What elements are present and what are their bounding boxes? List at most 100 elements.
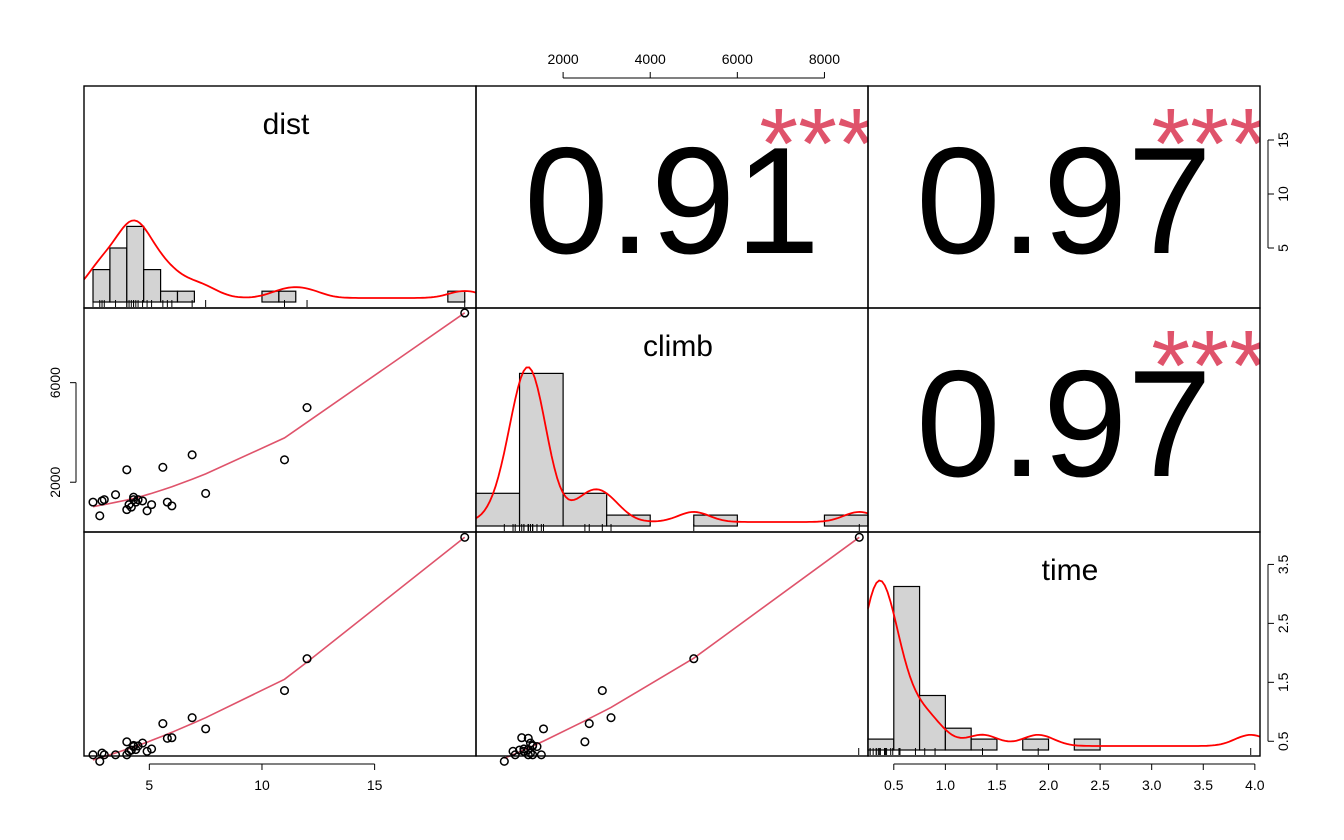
significance-stars: *** [759, 88, 876, 200]
variable-label-climb: climb [643, 330, 713, 363]
panel-dist-time: 0.97*** [867, 85, 1268, 309]
variable-label-time: time [1042, 554, 1099, 587]
data-point [187, 713, 197, 723]
panel-dist-climb: 0.91*** [475, 85, 876, 309]
data-point [95, 511, 105, 521]
data-point [279, 455, 290, 465]
density-curve [867, 579, 1261, 747]
data-point [110, 490, 121, 500]
histogram-bar [126, 225, 145, 303]
tick-label: 10 [254, 777, 270, 793]
data-point [97, 748, 107, 758]
panel-frame [475, 531, 869, 757]
data-point [519, 744, 529, 754]
x-axis-time: 0.5 1.0 1.5 2.0 2.5 3.0 3.5 4.0 [884, 763, 1265, 793]
tick-label: 2000 [548, 51, 579, 67]
histogram-bar [475, 492, 521, 527]
panel-frame [83, 307, 477, 533]
lowess-smooth-line [92, 312, 466, 508]
correlation-value: 0.97 [916, 339, 1212, 509]
data-point [122, 737, 132, 747]
data-point [201, 724, 211, 734]
histogram-bar [970, 738, 998, 751]
tick-label: 5 [1275, 244, 1291, 252]
tick-label: 0.5 [1275, 731, 1291, 751]
tick-label: 6000 [47, 367, 63, 398]
panel-time-dist [83, 531, 477, 766]
tick-label: 1.0 [936, 777, 956, 793]
data-point [584, 719, 594, 729]
panel-climb-time: 0.97*** [867, 307, 1268, 533]
histogram-bar [1022, 738, 1050, 751]
data-point [129, 495, 139, 505]
data-point [279, 686, 290, 696]
data-point [528, 750, 538, 760]
data-point [133, 741, 143, 751]
lowess-smooth-line [92, 536, 466, 761]
tick-label: 3.0 [1142, 777, 1162, 793]
tick-label: 0.5 [884, 777, 904, 793]
data-point [597, 686, 607, 696]
data-point [88, 497, 98, 507]
data-point [515, 745, 525, 755]
x-axis-climb: 2000 4000 6000 8000 [548, 51, 840, 79]
data-point [167, 501, 177, 511]
data-point [99, 750, 109, 760]
tick-label: 3.5 [1275, 554, 1291, 574]
x-axis-dist: 5 10 15 [145, 763, 383, 793]
panel-frame [83, 531, 477, 757]
histogram-bar [562, 492, 608, 527]
tick-label: 6000 [722, 51, 753, 67]
data-point [606, 713, 616, 723]
panel-dist-dist: dist [83, 85, 477, 309]
histogram-bar [518, 372, 564, 527]
panel-time-climb [475, 531, 869, 766]
data-point [95, 756, 105, 766]
histogram-bar [92, 269, 111, 303]
data-point [122, 505, 132, 515]
tick-label: 10 [1275, 186, 1291, 202]
data-point [580, 737, 590, 747]
correlation-value: 0.97 [916, 116, 1212, 286]
significance-stars: *** [1151, 88, 1268, 200]
tick-label: 5 [145, 777, 153, 793]
data-point [133, 495, 143, 505]
data-point [499, 756, 509, 766]
data-point [158, 462, 168, 472]
tick-label: 2.5 [1090, 777, 1110, 793]
data-point [158, 719, 168, 729]
data-point [536, 750, 546, 760]
histogram-bar [693, 514, 738, 527]
density-curve [475, 366, 869, 523]
histogram-bar [944, 727, 972, 751]
histogram-bar [278, 290, 297, 303]
histogram-bar [109, 247, 128, 303]
significance-stars: *** [1151, 310, 1268, 422]
data-point [538, 724, 549, 734]
tick-label: 4000 [635, 51, 666, 67]
data-point [201, 488, 211, 498]
tick-label: 1.5 [987, 777, 1007, 793]
histogram-bar [867, 738, 895, 751]
data-point [167, 733, 177, 743]
tick-label: 1.5 [1275, 672, 1291, 692]
tick-label: 2.0 [1039, 777, 1059, 793]
tick-label: 8000 [809, 51, 840, 67]
data-point [302, 403, 312, 413]
data-point [97, 496, 107, 506]
data-point [187, 450, 197, 460]
data-point [854, 532, 864, 542]
tick-label: 15 [1275, 132, 1291, 148]
panel-frame [867, 531, 1261, 757]
tick-label: 15 [367, 777, 383, 793]
tick-label: 3.5 [1194, 777, 1214, 793]
data-point [525, 738, 535, 748]
y-axis-time: 0.5 1.5 2.5 3.5 [1267, 554, 1291, 751]
density-curve [83, 219, 477, 299]
data-point [142, 746, 152, 756]
histogram-bar [1073, 738, 1101, 751]
data-point [110, 750, 121, 760]
data-point [88, 750, 98, 760]
y-axis-count: 5 10 15 [1267, 132, 1291, 252]
